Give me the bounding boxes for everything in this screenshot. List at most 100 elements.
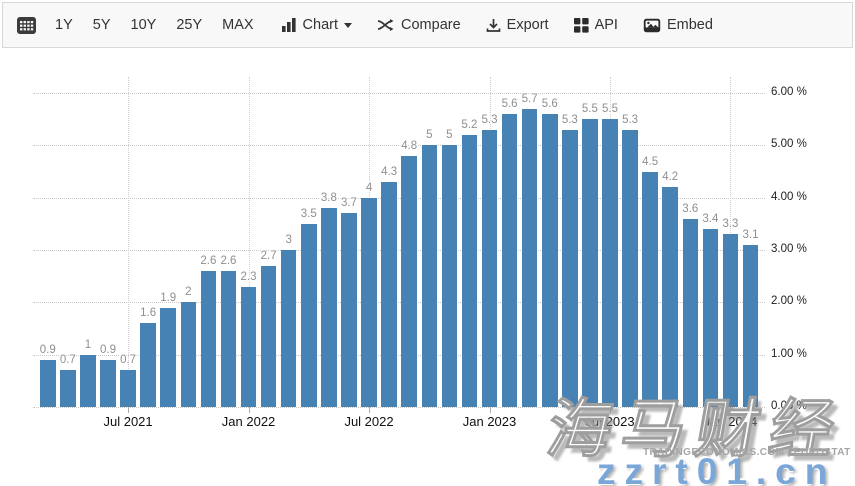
bar-value-label: 5.3 <box>622 113 639 126</box>
bar-value-label: 2 <box>185 286 192 299</box>
chart-type-dropdown[interactable]: Chart <box>281 17 353 33</box>
export-button[interactable]: Export <box>486 17 549 33</box>
api-button[interactable]: API <box>573 17 618 33</box>
bar[interactable] <box>421 145 438 407</box>
chevron-down-icon <box>344 22 353 28</box>
bar-value-label: 4.2 <box>662 171 679 184</box>
bar[interactable] <box>562 129 578 407</box>
bar[interactable] <box>441 145 458 407</box>
bar-value-label: 3.6 <box>682 202 699 215</box>
bar-value-label: 5.6 <box>541 97 558 110</box>
bar-value-label: 5.7 <box>521 92 538 105</box>
x-axis-tick <box>369 407 371 413</box>
y-axis-label: 5.00 % <box>771 138 807 151</box>
y-gridline <box>33 93 765 95</box>
bar-value-label: 1.9 <box>160 291 177 304</box>
range-button-max[interactable]: MAX <box>222 17 254 33</box>
bar[interactable] <box>140 323 156 407</box>
y-axis-label: 6.00 % <box>771 86 807 99</box>
bar[interactable] <box>321 208 337 407</box>
bar-value-label: 5.5 <box>601 103 618 116</box>
bar[interactable] <box>240 286 257 407</box>
toolbar: 1Y 5Y 10Y 25Y MAX Chart <box>2 2 853 48</box>
bar[interactable] <box>341 213 357 407</box>
bar-value-label: 2.6 <box>220 254 237 267</box>
bar[interactable] <box>220 270 237 407</box>
bar-value-label: 2.3 <box>240 270 257 283</box>
calendar-button[interactable] <box>16 16 37 35</box>
x-axis-tick <box>248 407 250 413</box>
bar[interactable] <box>280 250 297 407</box>
range-button-10y[interactable]: 10Y <box>130 17 157 33</box>
bar-value-label: 5.3 <box>481 113 498 126</box>
range-button-25y[interactable]: 25Y <box>176 17 203 33</box>
embed-button[interactable]: Embed <box>643 17 713 33</box>
chart-plot-area: 0.00 % 1.00 % 2.00 % 3.00 % 4.00 % 5.00 % 6.00… <box>0 48 855 486</box>
range-button-5y[interactable]: 5Y <box>92 17 111 33</box>
bar-value-label: 3.4 <box>702 213 719 226</box>
x-gridline <box>128 77 130 407</box>
bar[interactable] <box>542 113 558 407</box>
x-axis-tick <box>489 407 491 413</box>
x-axis-label: Jul 2022 <box>344 414 394 429</box>
bar[interactable] <box>582 119 598 407</box>
bar-value-label: 5.3 <box>561 113 578 126</box>
bar-value-label: 4 <box>365 181 373 194</box>
bar[interactable] <box>722 234 739 407</box>
bar[interactable] <box>120 370 136 407</box>
bar[interactable] <box>461 134 478 407</box>
bar-value-label: 1.6 <box>140 307 157 320</box>
bar[interactable] <box>361 197 377 407</box>
bar-value-label: 3.3 <box>722 218 739 231</box>
bar[interactable] <box>260 265 277 407</box>
bar[interactable] <box>100 359 116 407</box>
api-grid-icon <box>573 17 589 33</box>
bar[interactable] <box>301 223 317 407</box>
bar[interactable] <box>682 218 699 407</box>
bar[interactable] <box>702 229 719 407</box>
chart-type-label: Chart <box>302 17 339 33</box>
bar[interactable] <box>200 270 217 407</box>
bar[interactable] <box>622 129 638 407</box>
bar-value-label: 5 <box>426 129 433 142</box>
bar[interactable] <box>80 354 96 407</box>
bar[interactable] <box>381 181 397 407</box>
y-axis-label: 2.00 % <box>771 295 807 308</box>
bar-value-label: 2.7 <box>260 249 277 262</box>
y-axis-label: 1.00 % <box>771 347 807 360</box>
bar-value-label: 5.6 <box>501 97 518 110</box>
bar[interactable] <box>60 370 76 407</box>
compare-button[interactable]: Compare <box>377 17 461 33</box>
compare-label: Compare <box>401 17 461 33</box>
bar[interactable] <box>662 187 678 407</box>
bar-value-label: 3 <box>285 234 292 246</box>
x-axis-tick <box>128 407 130 413</box>
bar[interactable] <box>481 129 498 407</box>
bar-value-label: 4.5 <box>642 155 659 168</box>
bar[interactable] <box>401 155 417 407</box>
bar-value-label: 3.5 <box>300 207 317 220</box>
bar[interactable] <box>180 302 197 407</box>
bar[interactable] <box>160 307 176 407</box>
bar[interactable] <box>521 108 538 407</box>
bar[interactable] <box>642 171 658 407</box>
compare-shuffle-icon <box>377 18 395 32</box>
range-button-1y[interactable]: 1Y <box>55 17 73 33</box>
bar-value-label: 5.5 <box>581 103 598 116</box>
x-axis-tick <box>609 407 611 413</box>
bar-value-label: 3.1 <box>742 228 759 241</box>
bar[interactable] <box>501 113 518 407</box>
bar[interactable] <box>602 119 618 407</box>
bar-chart-icon <box>281 18 297 32</box>
bar-value-label: 4.3 <box>381 165 398 178</box>
y-axis-label: 3.00 % <box>771 243 807 255</box>
api-label: API <box>594 17 618 33</box>
bar[interactable] <box>742 244 759 407</box>
x-axis-tick <box>730 407 732 413</box>
x-axis-label: Jan 2024 <box>703 414 758 429</box>
bar-value-label: 0.7 <box>120 354 137 367</box>
bar[interactable] <box>40 359 56 407</box>
y-gridline <box>33 354 765 356</box>
bar-value-label: 0.7 <box>59 354 76 367</box>
